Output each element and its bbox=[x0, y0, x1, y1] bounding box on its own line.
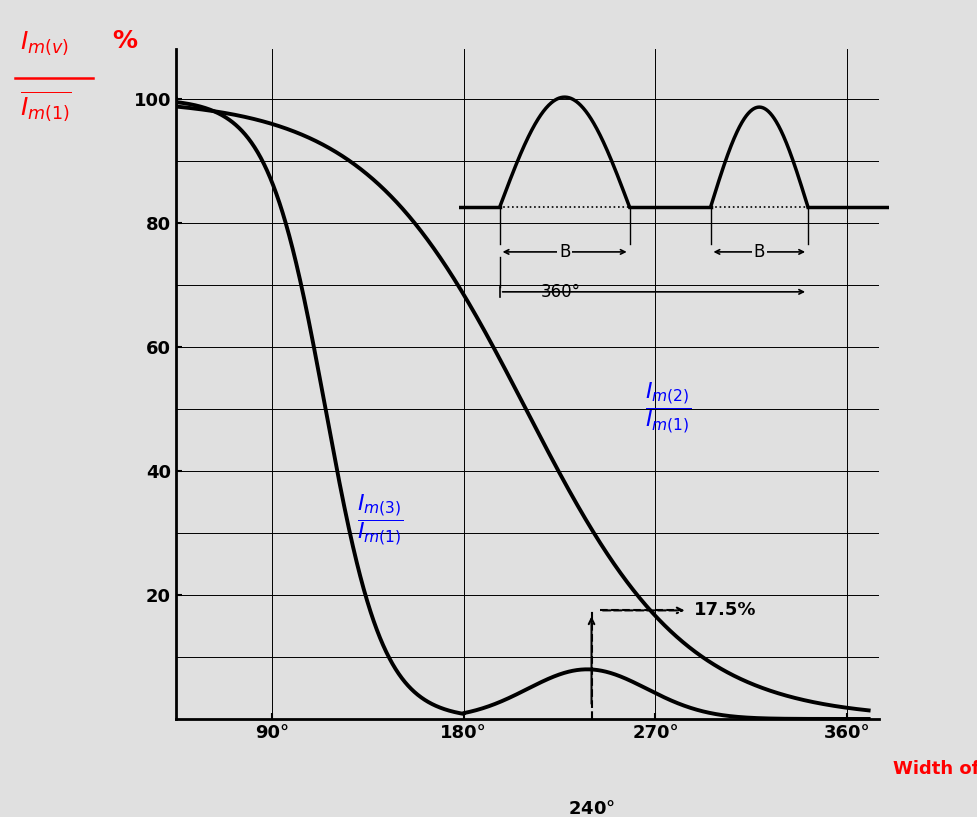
Text: B: B bbox=[559, 243, 571, 261]
Text: $\dfrac{I_{m(2)}}{I_{m(1)}}$: $\dfrac{I_{m(2)}}{I_{m(1)}}$ bbox=[645, 382, 691, 436]
Text: 17.5%: 17.5% bbox=[694, 601, 756, 619]
Text: $\dfrac{I_{m(3)}}{I_{m(1)}}$: $\dfrac{I_{m(3)}}{I_{m(1)}}$ bbox=[357, 493, 404, 548]
Text: %: % bbox=[112, 29, 138, 53]
Text: B: B bbox=[753, 243, 765, 261]
Text: $I_{m(v)}$: $I_{m(v)}$ bbox=[20, 29, 68, 57]
Text: 360°: 360° bbox=[540, 283, 580, 301]
Text: Width of base B: Width of base B bbox=[893, 760, 977, 779]
Text: $\overline{I_{m(1)}}$: $\overline{I_{m(1)}}$ bbox=[20, 90, 71, 124]
Text: $\mathbf{240°}$: $\mathbf{240°}$ bbox=[568, 800, 616, 817]
